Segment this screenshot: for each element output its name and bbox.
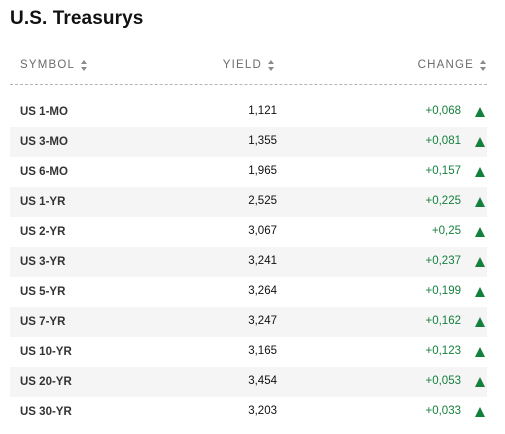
change-column-label: CHANGE xyxy=(417,59,474,71)
change-value: +0,081 xyxy=(425,135,462,147)
table-row[interactable]: US 2-YR 3,067 +0,25 xyxy=(10,217,487,247)
yield-value: 3,203 xyxy=(248,405,277,417)
symbol-link[interactable]: US 1-YR xyxy=(20,196,66,208)
yield-value: 2,525 xyxy=(248,195,277,207)
symbol-link[interactable]: US 10-YR xyxy=(20,346,72,358)
symbol-column-label: SYMBOL xyxy=(20,59,76,71)
yield-value: 3,165 xyxy=(248,345,277,357)
yield-value: 3,241 xyxy=(248,255,277,267)
sort-arrows-icon xyxy=(480,59,487,71)
table-row[interactable]: US 6-MO 1,965 +0,157 xyxy=(10,157,487,187)
table-row[interactable]: US 7-YR 3,247 +0,162 xyxy=(10,307,487,337)
table-row[interactable]: US 3-YR 3,241 +0,237 xyxy=(10,247,487,277)
change-value: +0,199 xyxy=(425,285,462,297)
table-header: SYMBOL YIELD CHANGE xyxy=(10,57,487,83)
symbol-link[interactable]: US 7-YR xyxy=(20,316,66,328)
yield-value: 3,264 xyxy=(248,285,277,297)
sort-by-symbol-button[interactable]: SYMBOL xyxy=(20,59,88,71)
yield-value: 3,247 xyxy=(248,315,277,327)
symbol-link[interactable]: US 3-YR xyxy=(20,256,66,268)
up-triangle-icon xyxy=(475,107,485,117)
up-triangle-icon xyxy=(475,287,485,297)
table-row[interactable]: US 1-MO 1,121 +0,068 xyxy=(10,97,487,127)
change-value: +0,053 xyxy=(425,375,462,387)
yield-value: 1,965 xyxy=(248,165,277,177)
table-row[interactable]: US 1-YR 2,525 +0,225 xyxy=(10,187,487,217)
sort-by-change-button[interactable]: CHANGE xyxy=(418,59,487,71)
change-value: +0,123 xyxy=(425,345,462,357)
up-triangle-icon xyxy=(475,197,485,207)
widget-title: U.S. Treasurys xyxy=(10,8,144,29)
up-triangle-icon xyxy=(475,227,485,237)
symbol-link[interactable]: US 20-YR xyxy=(20,376,72,388)
sort-arrows-icon xyxy=(81,59,88,71)
change-value: +0,157 xyxy=(425,165,462,177)
symbol-link[interactable]: US 6-MO xyxy=(20,166,68,178)
header-divider xyxy=(10,84,487,85)
change-value: +0,225 xyxy=(425,195,462,207)
change-value: +0,162 xyxy=(425,315,462,327)
change-value: +0,068 xyxy=(425,105,462,117)
symbol-link[interactable]: US 5-YR xyxy=(20,286,66,298)
up-triangle-icon xyxy=(475,137,485,147)
yield-value: 1,355 xyxy=(248,135,277,147)
table-row[interactable]: US 5-YR 3,264 +0,199 xyxy=(10,277,487,307)
up-triangle-icon xyxy=(475,167,485,177)
change-value: +0,033 xyxy=(425,405,462,417)
change-value: +0,237 xyxy=(425,255,462,267)
yield-column-label: YIELD xyxy=(222,59,262,71)
table-row[interactable]: US 3-MO 1,355 +0,081 xyxy=(10,127,487,157)
up-triangle-icon xyxy=(475,407,485,417)
sort-by-yield-button[interactable]: YIELD xyxy=(223,59,275,71)
up-triangle-icon xyxy=(475,257,485,267)
yield-value: 1,121 xyxy=(248,105,277,117)
table-row[interactable]: US 20-YR 3,454 +0,053 xyxy=(10,367,487,397)
up-triangle-icon xyxy=(475,377,485,387)
symbol-link[interactable]: US 3-MO xyxy=(20,136,68,148)
symbol-link[interactable]: US 2-YR xyxy=(20,226,66,238)
change-value: +0,25 xyxy=(431,225,461,237)
yield-value: 3,067 xyxy=(248,225,277,237)
sort-arrows-icon xyxy=(268,59,275,71)
treasurys-table: US 1-MO 1,121 +0,068 US 3-MO 1,355 +0,081 US 6… xyxy=(10,97,487,427)
table-row[interactable]: US 30-YR 3,203 +0,033 xyxy=(10,397,487,427)
table-row[interactable]: US 10-YR 3,165 +0,123 xyxy=(10,337,487,367)
yield-value: 3,454 xyxy=(248,375,277,387)
symbol-link[interactable]: US 1-MO xyxy=(20,106,68,118)
up-triangle-icon xyxy=(475,317,485,327)
up-triangle-icon xyxy=(475,347,485,357)
symbol-link[interactable]: US 30-YR xyxy=(20,406,72,418)
